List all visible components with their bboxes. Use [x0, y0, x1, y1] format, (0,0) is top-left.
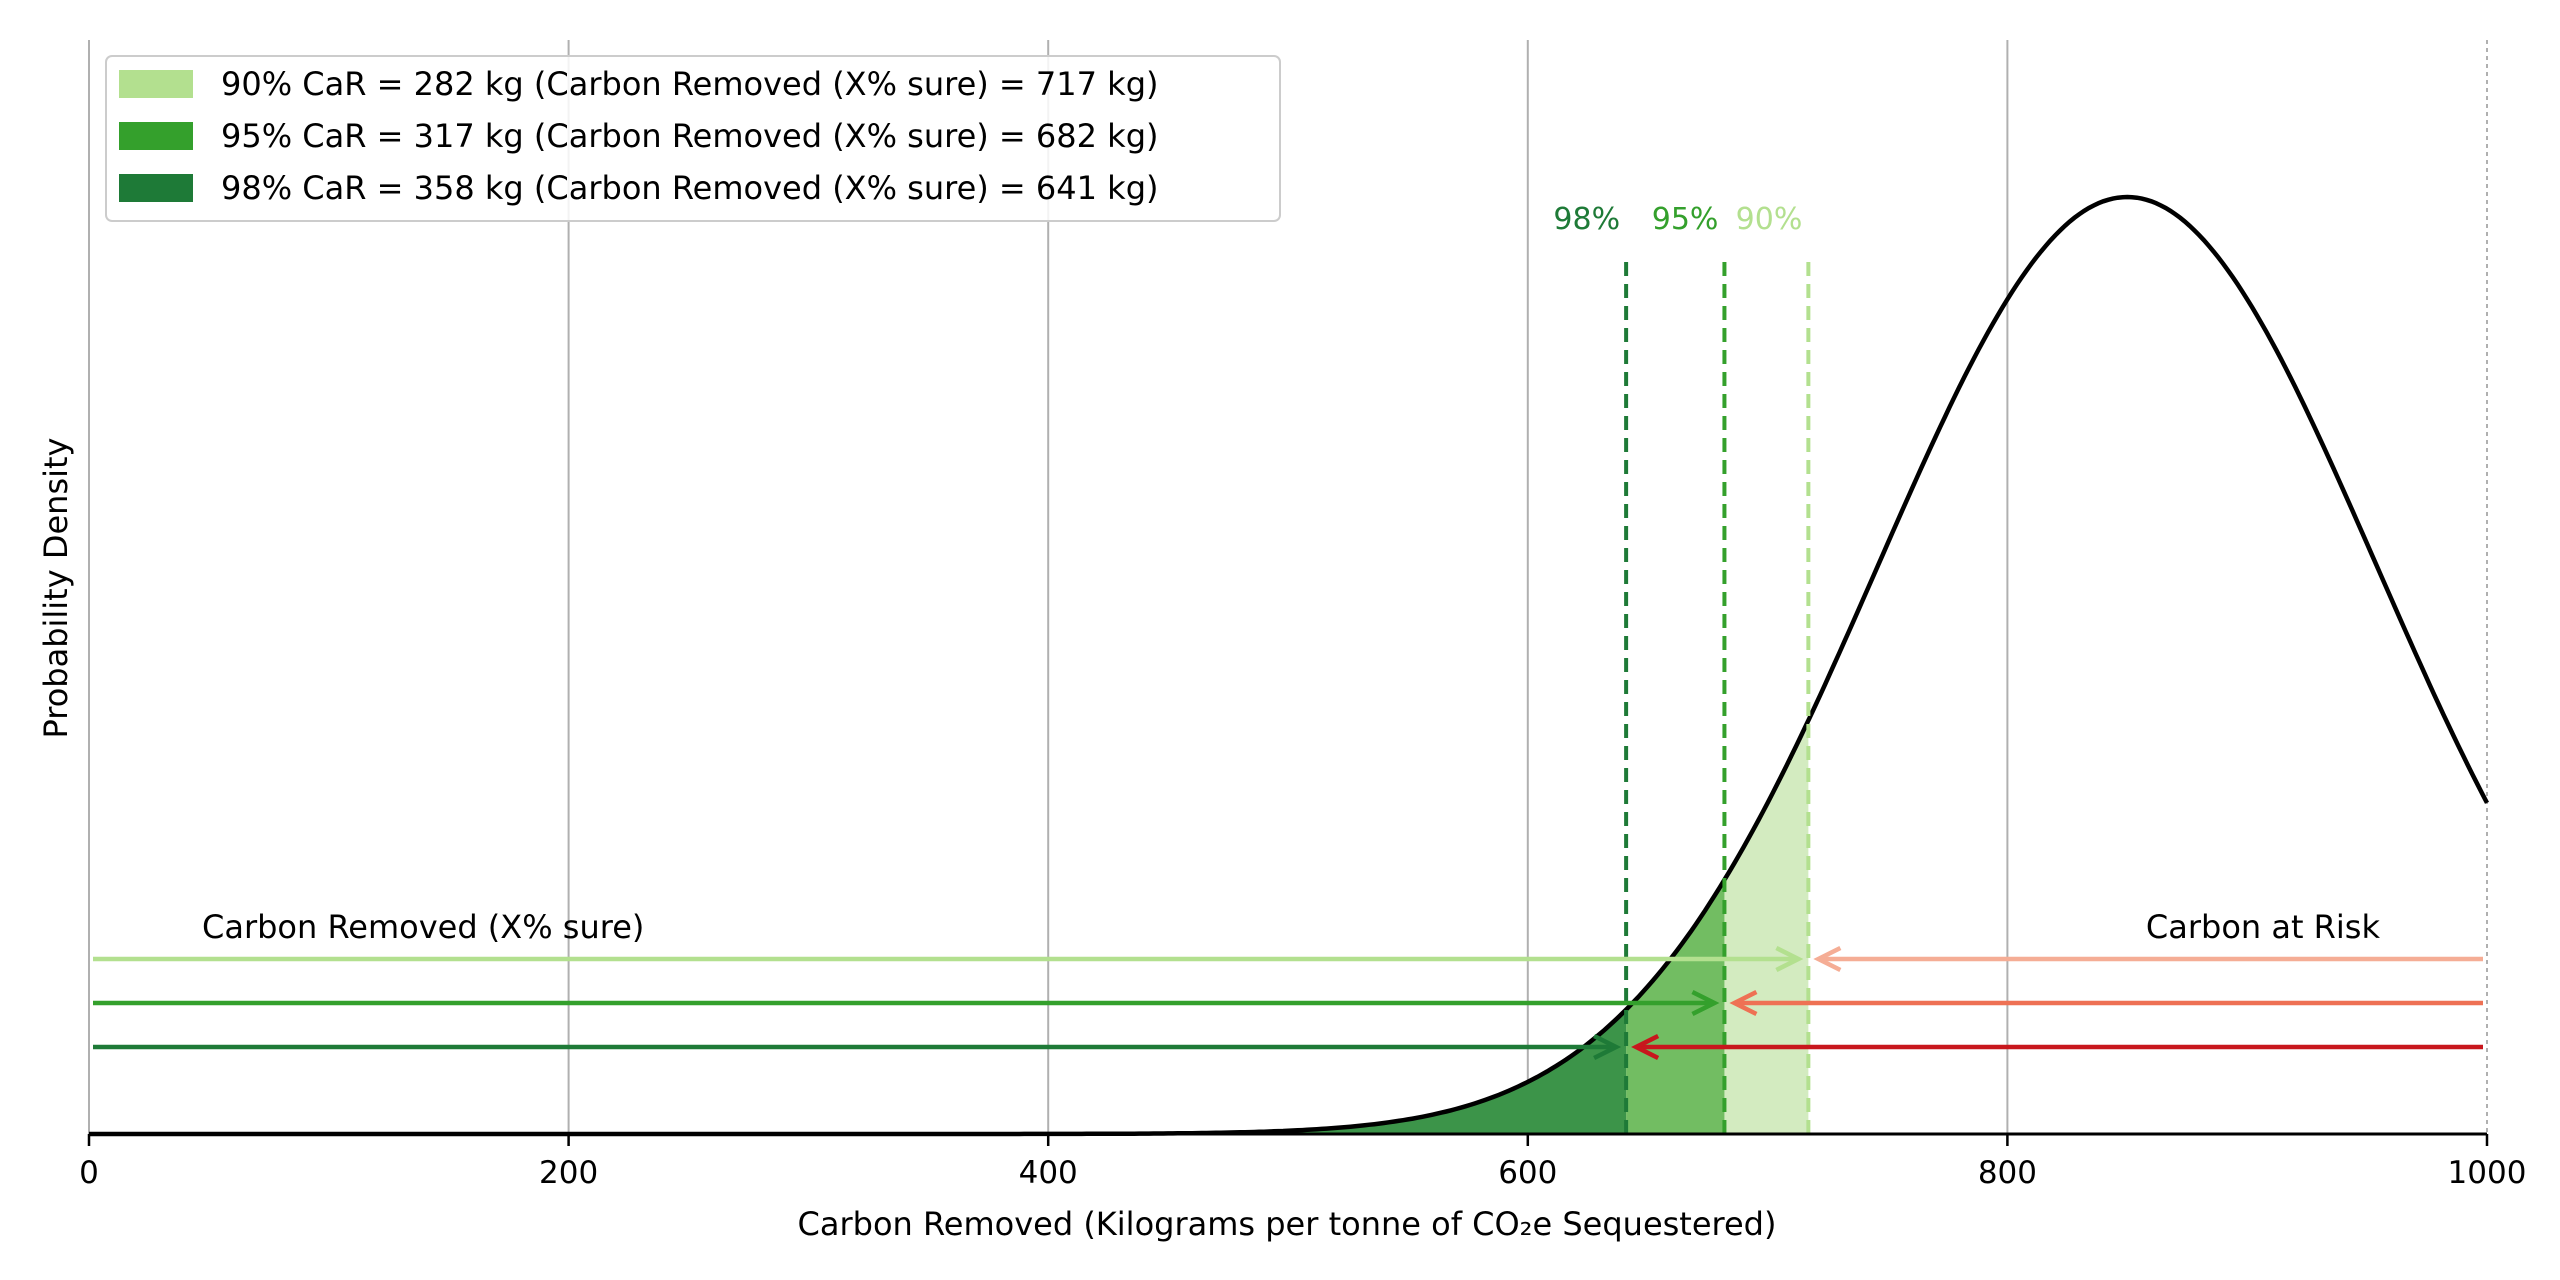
x-axis-label: Carbon Removed (Kilograms per tonne of C… [798, 1205, 1777, 1243]
removed-arrow-98-head [1593, 1033, 1622, 1061]
legend-label-90: 90% CaR = 282 kg (Carbon Removed (X% sur… [221, 65, 1158, 103]
legend-label-98: 98% CaR = 358 kg (Carbon Removed (X% sur… [221, 169, 1158, 207]
labels: Carbon Removed (Kilograms per tonne of C… [37, 202, 2380, 1243]
removed-arrow-95 [93, 989, 1720, 1017]
risk-arrow-95-head [1729, 989, 1758, 1017]
tail-fill-98 [89, 1009, 1627, 1134]
x-tick-label-800: 800 [1978, 1155, 2037, 1191]
removed-arrow-90-head [1775, 945, 1804, 973]
legend-swatch-95 [119, 122, 193, 150]
risk-arrow-95 [1729, 989, 2483, 1017]
tail-fill-95 [1626, 879, 1725, 1134]
grid-lines [88, 40, 2488, 1134]
removed-arrow-90 [93, 945, 1804, 973]
risk-arrow-90-head [1813, 945, 1842, 973]
threshold-label-90: 90% [1736, 202, 1803, 237]
removed-arrow-98 [93, 1033, 1622, 1061]
arrows [93, 945, 2483, 1061]
legend-swatch-98 [119, 174, 193, 202]
risk-arrow-90 [1813, 945, 2483, 973]
annotation-carbon-at-risk: Carbon at Risk [2146, 908, 2381, 946]
axes: 0 200 400 600 800 1000 [79, 1132, 2527, 1191]
x-tick-label-200: 200 [539, 1155, 598, 1191]
threshold-label-95: 95% [1652, 202, 1719, 237]
annotation-carbon-removed: Carbon Removed (X% sure) [202, 908, 644, 946]
risk-arrow-98-head [1631, 1033, 1660, 1061]
tail-fill-90 [1724, 720, 1809, 1134]
legend-label-95: 95% CaR = 317 kg (Carbon Removed (X% sur… [221, 117, 1158, 155]
density-curve-group [89, 194, 2489, 1137]
legend-swatch-90 [119, 70, 193, 98]
x-tick-label-600: 600 [1498, 1155, 1557, 1191]
tail-fill-areas [89, 720, 1809, 1134]
threshold-label-98: 98% [1553, 202, 1620, 237]
removed-arrow-95-head [1691, 989, 1720, 1017]
x-tick-label-400: 400 [1019, 1155, 1078, 1191]
density-curve [89, 194, 2489, 1137]
x-tick-label-1000: 1000 [2448, 1155, 2527, 1191]
threshold-lines [1624, 262, 1811, 1134]
risk-arrow-98 [1631, 1033, 2483, 1061]
y-axis-label: Probability Density [37, 438, 75, 739]
legend-frame [105, 55, 1281, 222]
x-tick-label-0: 0 [79, 1155, 99, 1191]
legend: 90% CaR = 282 kg (Carbon Removed (X% sur… [105, 55, 1281, 222]
